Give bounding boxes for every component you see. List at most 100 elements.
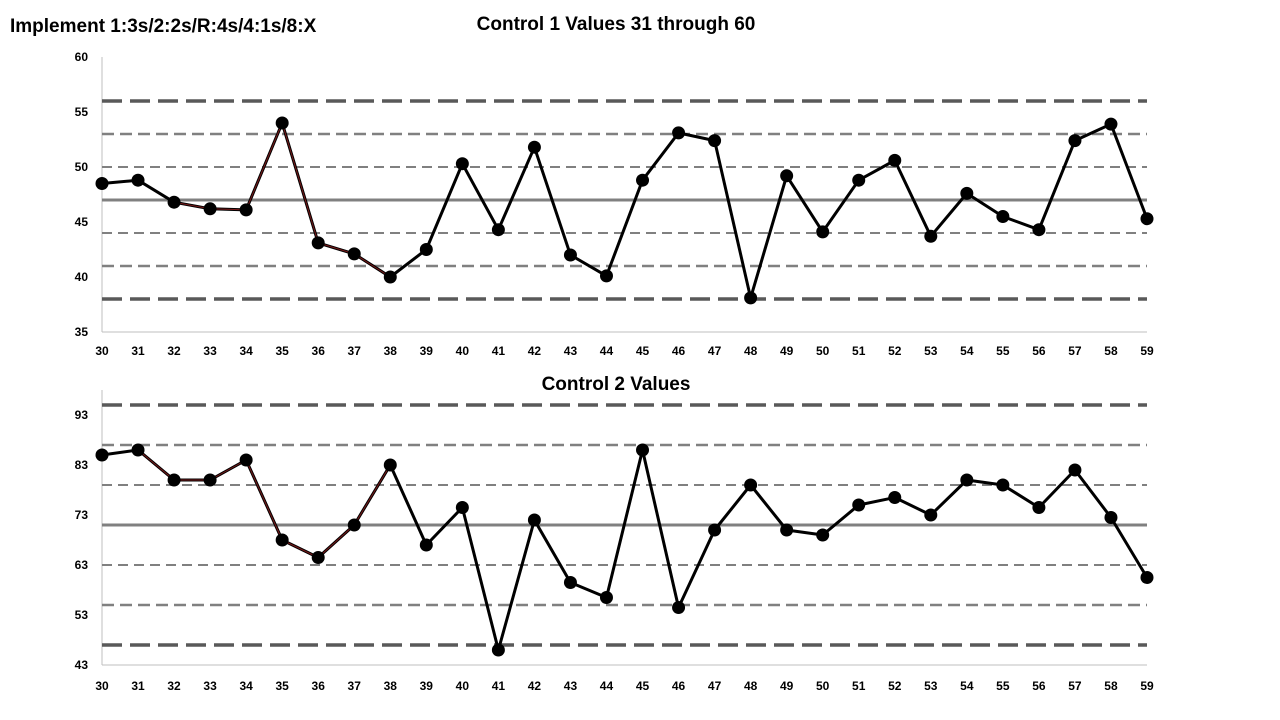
data-point — [744, 478, 758, 492]
data-point — [636, 173, 650, 187]
data-point — [1140, 571, 1154, 584]
y-tick-label: 50 — [75, 160, 89, 174]
series-line-segment — [496, 145, 536, 232]
data-point — [275, 533, 289, 547]
x-tick-label: 38 — [384, 679, 398, 693]
data-point — [203, 202, 217, 216]
series-line-segment — [424, 162, 464, 251]
data-point — [455, 157, 469, 171]
data-point — [275, 116, 289, 130]
y-tick-label: 63 — [75, 558, 89, 572]
x-tick-label: 59 — [1140, 344, 1154, 358]
x-tick-label: 55 — [996, 679, 1010, 693]
data-point — [1140, 212, 1154, 226]
data-point — [672, 601, 686, 614]
x-tick-label: 58 — [1104, 679, 1118, 693]
x-tick-label: 38 — [384, 344, 398, 358]
x-tick-label: 53 — [924, 679, 938, 693]
x-tick-label: 53 — [924, 344, 938, 358]
data-point — [131, 173, 145, 187]
data-point — [672, 126, 686, 140]
x-tick-label: 44 — [600, 679, 614, 693]
x-tick-label: 57 — [1068, 679, 1082, 693]
series-line-segment — [136, 178, 176, 204]
series-line-segment — [1073, 122, 1113, 143]
data-point — [419, 538, 433, 552]
data-point — [203, 473, 217, 487]
x-tick-label: 41 — [492, 679, 506, 693]
x-tick-label: 36 — [312, 679, 326, 693]
series-line-segment — [677, 528, 717, 609]
series-line-segment — [532, 145, 572, 257]
data-point — [1068, 134, 1082, 148]
data-point — [383, 270, 397, 284]
data-point — [780, 523, 794, 537]
x-tick-label: 44 — [600, 344, 614, 358]
x-tick-label: 42 — [528, 679, 542, 693]
x-tick-label: 51 — [852, 344, 866, 358]
series-line-segment — [893, 158, 933, 238]
data-point — [491, 643, 505, 657]
data-point — [1068, 463, 1082, 477]
series-line-segment — [1109, 122, 1149, 221]
series-highlight-segment — [281, 539, 319, 558]
series-line-segment — [785, 174, 825, 234]
x-tick-label: 33 — [203, 344, 217, 358]
data-point — [419, 243, 433, 256]
series-line-segment — [460, 506, 500, 652]
data-point — [167, 473, 181, 487]
series-line-segment — [821, 178, 861, 234]
data-point — [852, 498, 866, 512]
x-tick-label: 40 — [456, 679, 470, 693]
series-line-segment — [713, 139, 753, 300]
x-tick-label: 48 — [744, 679, 758, 693]
data-point — [960, 186, 974, 200]
series-line-segment — [568, 253, 608, 278]
data-point — [888, 153, 902, 167]
series-line-segment — [568, 581, 608, 599]
series-highlight-segment — [209, 459, 247, 481]
data-point — [95, 448, 109, 462]
chart-title-control-1: Control 1 Values 31 through 60 — [476, 14, 756, 35]
y-tick-label: 83 — [75, 458, 89, 472]
x-tick-label: 56 — [1032, 344, 1046, 358]
x-tick-label: 32 — [167, 679, 181, 693]
data-point — [636, 443, 650, 457]
x-tick-label: 58 — [1104, 344, 1118, 358]
data-point — [708, 134, 722, 148]
data-point — [780, 169, 794, 183]
x-tick-label: 46 — [672, 679, 686, 693]
data-point — [563, 248, 577, 262]
x-tick-label: 43 — [564, 344, 578, 358]
series-line-segment — [641, 448, 681, 609]
data-point — [816, 528, 830, 542]
x-tick-label: 31 — [131, 344, 145, 358]
x-tick-label: 50 — [816, 344, 830, 358]
series-line-segment — [929, 478, 969, 517]
x-tick-label: 54 — [960, 679, 974, 693]
x-tick-label: 47 — [708, 344, 722, 358]
y-tick-label: 40 — [75, 270, 89, 284]
series-line-segment — [893, 496, 933, 517]
x-tick-label: 52 — [888, 344, 902, 358]
series-line-segment — [460, 162, 500, 232]
series-line-segment — [857, 158, 897, 182]
data-point — [311, 551, 325, 564]
series-highlight-segment — [281, 122, 319, 244]
data-point — [924, 229, 938, 243]
x-tick-label: 41 — [492, 344, 506, 358]
y-tick-label: 35 — [75, 325, 89, 339]
series-highlight-segment — [245, 122, 283, 211]
data-point — [527, 513, 541, 527]
series-highlight-segment — [353, 464, 391, 526]
x-tick-label: 40 — [456, 344, 470, 358]
series-line-segment — [1073, 468, 1113, 519]
series-line-segment — [1037, 139, 1077, 232]
series-line-segment — [1109, 516, 1149, 579]
series-line-segment — [604, 178, 645, 278]
x-tick-label: 49 — [780, 679, 794, 693]
data-point — [167, 195, 181, 209]
x-tick-label: 52 — [888, 679, 902, 693]
x-tick-label: 30 — [95, 344, 109, 358]
